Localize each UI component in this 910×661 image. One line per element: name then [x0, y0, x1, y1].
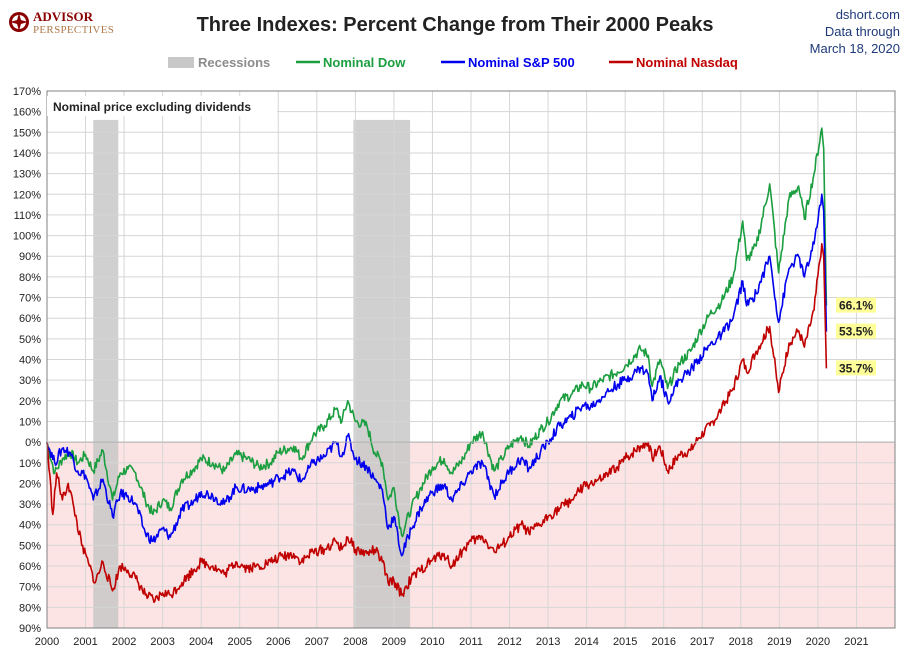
plot-frame: [46, 90, 896, 629]
end-value-labels: 66.1% 53.5% 35.7%: [836, 297, 876, 376]
end-label-text: 66.1%: [839, 299, 873, 313]
y-tick-label: 80%: [19, 272, 41, 284]
y-tick-label: 50%: [19, 334, 41, 346]
x-tick-label: 2005: [227, 636, 251, 648]
series-sp500-line: [46, 193, 828, 557]
x-tick-label: 2007: [305, 636, 329, 648]
y-tick-label: 110%: [14, 210, 42, 222]
end-label-text: 53.5%: [839, 325, 873, 339]
y-tick-label: 90%: [19, 251, 41, 263]
y-tick-label: 150%: [13, 127, 41, 139]
y-tick-label: 70%: [19, 293, 41, 305]
logo: ADVISOR PERSPECTIVES: [9, 9, 114, 36]
logo-line2: PERSPECTIVES: [33, 24, 114, 36]
y-tick-label: 30%: [19, 499, 41, 511]
x-tick-label: 2006: [266, 636, 290, 648]
x-tick-label: 2010: [420, 636, 444, 648]
x-tick-label: 2017: [690, 636, 714, 648]
y-tick-label: 40%: [19, 520, 41, 532]
x-tick-label: 2004: [189, 636, 213, 648]
recession-band-2: [353, 119, 411, 629]
annotation-text: Nominal price excluding dividends: [53, 100, 251, 114]
x-tick-label: 2012: [497, 636, 521, 648]
y-tick-label: 20%: [19, 396, 41, 408]
y-tick-label: 30%: [19, 375, 41, 387]
end-label-bg: [836, 360, 876, 376]
recession-band-1: [93, 119, 119, 629]
y-tick-label: 140%: [13, 148, 41, 160]
series-nasdaq-line: [46, 243, 828, 604]
data-through-line1: Data through: [825, 24, 900, 39]
legend-label-recessions: Recessions: [198, 55, 270, 70]
end-label-nasdaq: 35.7%: [836, 360, 876, 376]
y-tick-label: 60%: [19, 313, 41, 325]
x-tick-label: 2009: [382, 636, 406, 648]
legend-label-sp500: Nominal S&P 500: [468, 55, 575, 70]
series-dow-line: [46, 127, 828, 538]
x-tick-label: 2000: [35, 636, 59, 648]
source-label: dshort.com: [836, 7, 900, 22]
x-tick-label: 2002: [112, 636, 136, 648]
end-label-bg: [836, 323, 876, 339]
y-tick-label: 120%: [13, 189, 41, 201]
y-tick-label: 10%: [19, 458, 41, 470]
y-axis-tick-labels: 170% 160% 150% 140% 130% 120% 110% 100% 90% 80% 70…: [13, 86, 41, 635]
logo-line1: ADVISOR: [33, 9, 94, 24]
legend: Recessions Nominal Dow Nominal S&P 500 N…: [168, 55, 738, 70]
x-tick-label: 2001: [73, 636, 97, 648]
end-label-bg: [836, 297, 876, 313]
x-tick-label: 2020: [806, 636, 830, 648]
y-tick-label: 130%: [13, 169, 41, 181]
y-tick-label: 70%: [19, 582, 41, 594]
data-through-line2: March 18, 2020: [810, 41, 900, 56]
y-tick-label: 20%: [19, 478, 41, 490]
y-tick-label: 90%: [19, 623, 41, 635]
end-label-sp500: 53.5%: [836, 323, 876, 339]
y-tick-label: 0%: [25, 437, 41, 449]
y-tick-label: 170%: [13, 86, 41, 98]
y-tick-label: 40%: [19, 355, 41, 367]
legend-swatch-recessions: [168, 57, 194, 68]
end-label-text: 35.7%: [839, 361, 873, 375]
legend-label-nasdaq: Nominal Nasdaq: [636, 55, 738, 70]
x-tick-label: 2018: [729, 636, 753, 648]
y-tick-label: 100%: [13, 231, 41, 243]
x-axis-tick-labels: 2000 2001 2002 2003 2004 2005 2006 2007 2008 2009…: [35, 636, 869, 648]
x-tick-label: 2014: [574, 636, 598, 648]
compass-icon: [9, 12, 29, 32]
series-lines: [46, 127, 828, 604]
y-tick-label: 60%: [19, 561, 41, 573]
annotation-box: Nominal price excluding dividends: [47, 96, 277, 116]
y-tick-label: 50%: [19, 540, 41, 552]
chart-title: Three Indexes: Percent Change from Their…: [197, 14, 714, 36]
x-tick-label: 2015: [613, 636, 637, 648]
y-tick-label: 10%: [19, 416, 41, 428]
plot-border: [46, 90, 896, 629]
x-tick-label: 2016: [651, 636, 675, 648]
legend-label-dow: Nominal Dow: [323, 55, 406, 70]
x-tick-label: 2019: [767, 636, 791, 648]
x-tick-label: 2003: [150, 636, 174, 648]
recession-bands: [93, 119, 411, 629]
x-tick-label: 2013: [536, 636, 560, 648]
y-tick-label: 80%: [19, 602, 41, 614]
y-tick-label: 160%: [13, 107, 41, 119]
x-tick-label: 2011: [459, 636, 483, 648]
end-label-dow: 66.1%: [836, 297, 876, 313]
x-tick-label: 2008: [343, 636, 367, 648]
x-tick-label: 2021: [844, 636, 868, 648]
